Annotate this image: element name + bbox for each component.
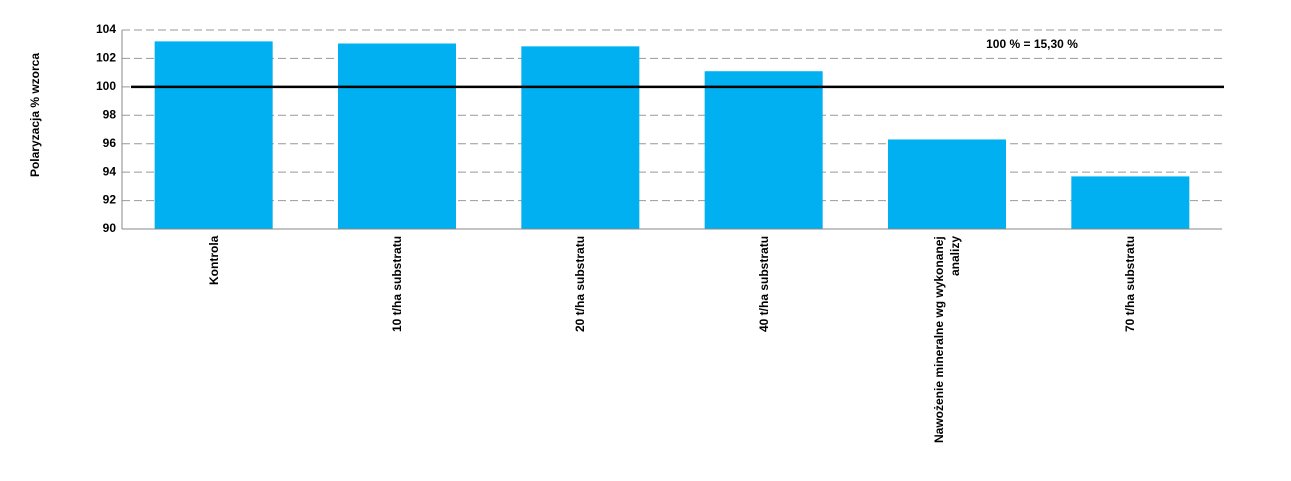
y-tick-label: 98 [103,107,117,121]
y-tick-label: 100 [96,79,116,93]
y-tick-label: 102 [96,51,116,65]
y-tick-label: 104 [96,22,116,36]
bar [1071,176,1190,229]
bar [338,43,456,229]
bar [521,46,640,229]
y-tick-label: 92 [103,193,117,207]
annotation: 100 % = 15,30 % [986,37,1078,51]
x-tick-label: Nawożenie mineralne wg wykonanej analizy [932,236,962,443]
x-tick-label: Kontrola [206,236,221,286]
x-tick-label: 20 t/ha substratu [573,236,588,333]
bar [704,71,823,229]
x-tick-label: 70 t/ha substratu [1123,236,1138,333]
bar [888,139,1006,229]
x-tick-label: 10 t/ha substratu [390,236,404,333]
y-tick-label: 96 [103,136,117,150]
bar [154,41,273,229]
y-tick-label: 94 [103,164,117,178]
x-tick-label: 40 t/ha substratu [756,236,771,333]
y-tick-label: 90 [103,221,117,235]
y-axis-label: Polaryzacja % wzorca [28,53,42,177]
